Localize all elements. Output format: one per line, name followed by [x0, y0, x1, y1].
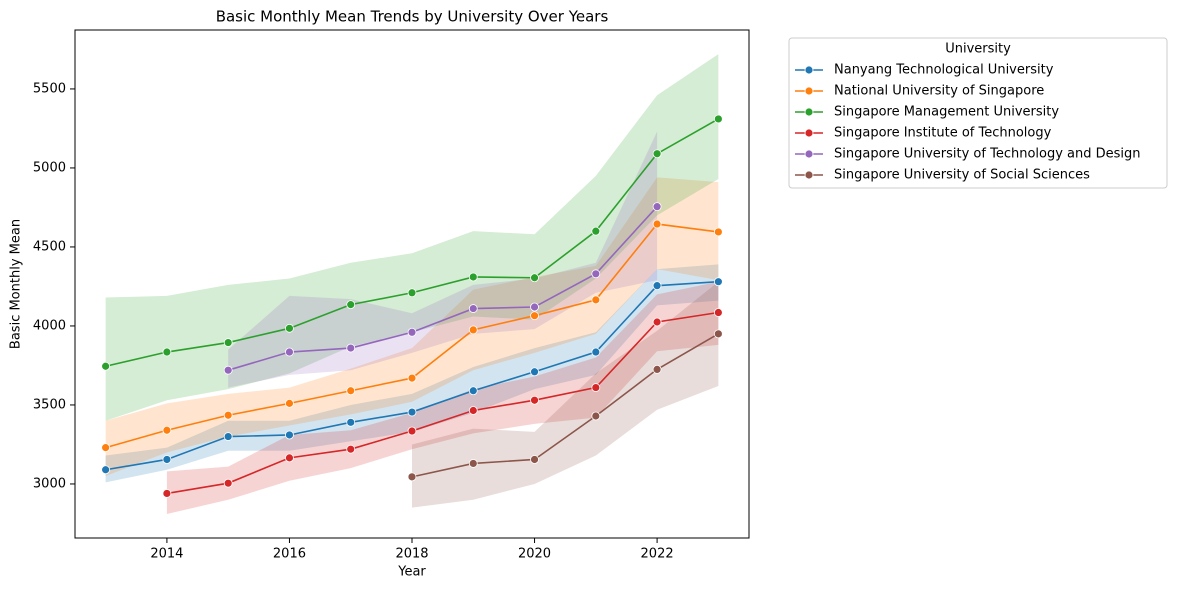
series-line	[227, 206, 658, 371]
data-point	[346, 417, 356, 427]
series-line	[166, 311, 719, 495]
data-point	[713, 277, 723, 287]
confidence-band	[105, 177, 719, 477]
data-point	[407, 407, 417, 417]
legend-label: Singapore University of Technology and D…	[834, 147, 1141, 162]
data-point	[591, 269, 601, 279]
data-point	[223, 432, 233, 441]
data-point	[591, 411, 601, 421]
data-point	[652, 202, 662, 212]
data-point	[468, 406, 478, 415]
legend-label: Singapore University of Social Sciences	[834, 168, 1090, 183]
data-point	[407, 373, 417, 383]
plot-area	[101, 54, 723, 514]
data-point	[101, 443, 111, 453]
legend-marker	[804, 107, 814, 117]
confidence-band	[105, 264, 719, 483]
data-point	[407, 426, 417, 436]
legend-marker	[804, 65, 814, 75]
data-point	[162, 455, 172, 464]
legend-label: National University of Singapore	[834, 84, 1044, 99]
data-point	[285, 453, 294, 463]
confidence-band	[412, 281, 719, 508]
x-tick-label: 2022	[641, 547, 674, 562]
series-line	[411, 333, 719, 478]
y-tick-label: 4000	[33, 318, 66, 333]
legend-marker	[804, 170, 814, 180]
data-point	[285, 430, 294, 440]
data-point	[530, 367, 539, 377]
data-point	[223, 478, 233, 488]
data-point	[346, 386, 356, 396]
data-point	[285, 347, 294, 357]
legend-label: Nanyang Technological University	[834, 63, 1054, 78]
data-point	[530, 273, 539, 283]
data-point	[223, 365, 233, 375]
y-tick-label: 3000	[33, 476, 66, 491]
data-point	[713, 227, 723, 237]
legend-marker	[804, 128, 814, 138]
y-axis-label: Basic Monthly Mean	[9, 219, 24, 349]
data-point	[530, 455, 539, 464]
data-point	[652, 365, 662, 374]
data-point	[162, 489, 172, 498]
x-tick-label: 2020	[518, 547, 551, 562]
x-tick-label: 2014	[150, 547, 183, 562]
data-point	[652, 281, 662, 291]
data-point	[468, 386, 478, 396]
data-point	[652, 149, 662, 159]
data-point	[223, 410, 233, 420]
y-tick-label: 3500	[33, 397, 66, 412]
data-point	[407, 472, 417, 482]
legend-title: University	[945, 42, 1011, 57]
data-point	[468, 272, 478, 282]
data-point	[713, 114, 723, 124]
y-tick-label: 4500	[33, 239, 66, 254]
data-point	[407, 327, 417, 337]
confidence-band	[228, 131, 658, 388]
data-point	[468, 459, 478, 468]
confidence-band	[105, 54, 719, 421]
y-tick-label: 5000	[33, 160, 66, 175]
data-point	[346, 343, 356, 353]
data-point	[346, 444, 356, 454]
legend-marker	[804, 149, 814, 159]
data-point	[591, 226, 601, 236]
data-point	[101, 465, 111, 475]
data-point	[530, 395, 539, 405]
x-axis-label: Year	[397, 565, 426, 580]
data-point	[713, 329, 723, 339]
data-point	[591, 347, 601, 357]
data-point	[285, 398, 294, 408]
legend-label: Singapore Management University	[834, 105, 1059, 120]
data-point	[713, 308, 723, 317]
data-point	[468, 304, 478, 313]
data-point	[591, 295, 601, 305]
legend-box	[788, 37, 1168, 189]
data-point	[162, 347, 172, 357]
data-point	[652, 219, 662, 229]
data-point	[407, 288, 417, 298]
data-point	[591, 383, 601, 392]
legend-marker	[804, 86, 814, 96]
data-point	[101, 361, 111, 371]
data-point	[346, 300, 356, 310]
x-tick-label: 2016	[273, 547, 306, 562]
chart-title: Basic Monthly Mean Trends by University …	[216, 8, 609, 26]
data-point	[162, 425, 172, 435]
data-point	[468, 325, 478, 335]
data-point	[285, 323, 294, 333]
data-point	[652, 317, 662, 327]
y-tick-label: 5500	[33, 81, 66, 96]
data-point	[530, 311, 539, 321]
x-tick-label: 2018	[395, 547, 428, 562]
data-point	[223, 338, 233, 347]
legend-label: Singapore Institute of Technology	[834, 126, 1052, 141]
data-point	[530, 302, 539, 312]
